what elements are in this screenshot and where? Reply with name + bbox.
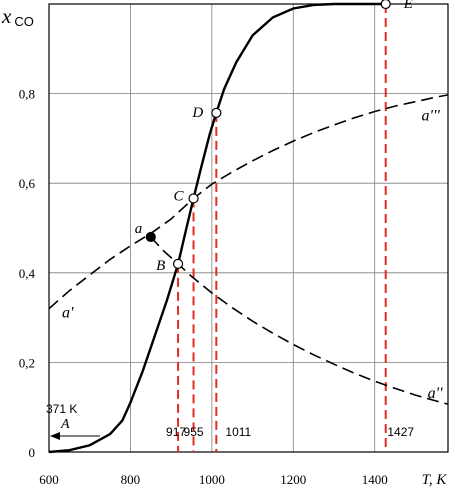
tick-labels: 600 800 1000 1200 1400 0 0,2 0,4 0,6 0,8 — [19, 87, 388, 487]
y-tick-label: 0,6 — [19, 176, 36, 191]
annotation-371k: 371 K A — [46, 402, 100, 440]
point-marker — [380, 0, 391, 10]
x-tick-label: 1200 — [280, 472, 306, 487]
grid — [49, 4, 448, 452]
point-marker — [145, 231, 156, 243]
point-label: E — [403, 0, 413, 12]
dashed-curve-falling — [150, 236, 449, 405]
y-tick-label: 0,8 — [19, 87, 35, 102]
x-tick-label: 600 — [39, 472, 59, 487]
point-marker — [188, 193, 199, 204]
vertical-marker-label: 1427 — [387, 425, 414, 439]
point-label: C — [174, 188, 185, 204]
x-tick-label: 800 — [121, 472, 141, 487]
point-label: a — [135, 221, 143, 237]
curve-label: a'' — [428, 385, 443, 402]
y-tick-label: 0,4 — [19, 266, 36, 281]
data-points: a B C D E — [135, 0, 413, 274]
x-tick-label: 1000 — [199, 472, 225, 487]
point-label: B — [156, 258, 165, 274]
y-tick-label: 0,2 — [19, 355, 35, 370]
point-label: D — [191, 105, 203, 121]
x-tick-label: 1400 — [362, 472, 388, 487]
vertical-marker-label: 917 — [166, 425, 186, 439]
annotation-arrowhead — [50, 432, 60, 440]
annotation-letter: A — [60, 417, 70, 432]
x-axis-label: T, K — [422, 472, 448, 488]
point-marker — [172, 258, 184, 269]
curve-label: a' — [62, 305, 74, 322]
curves: a' a''' a'' — [48, 2, 449, 454]
curve-label: a''' — [422, 107, 441, 124]
dashed-curve-rising — [48, 94, 449, 310]
vertical-marker-label: 955 — [184, 425, 204, 439]
y-axis-label: x CO — [1, 4, 34, 29]
plot-frame — [48, 3, 449, 453]
point-marker — [211, 107, 222, 118]
y-tick-label: 0 — [29, 445, 36, 460]
annotation-value: 371 K — [46, 402, 77, 416]
solid-curve — [48, 2, 386, 454]
vertical-marker-label: 1011 — [225, 425, 251, 439]
